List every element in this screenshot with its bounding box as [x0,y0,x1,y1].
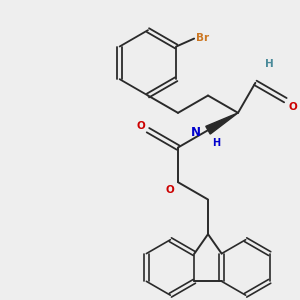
Text: H: H [212,138,220,148]
Text: O: O [288,102,297,112]
Text: O: O [136,121,145,131]
Text: N: N [191,126,201,139]
Text: Br: Br [196,33,209,43]
Polygon shape [206,113,238,134]
Text: H: H [265,59,274,69]
Text: O: O [165,185,174,195]
